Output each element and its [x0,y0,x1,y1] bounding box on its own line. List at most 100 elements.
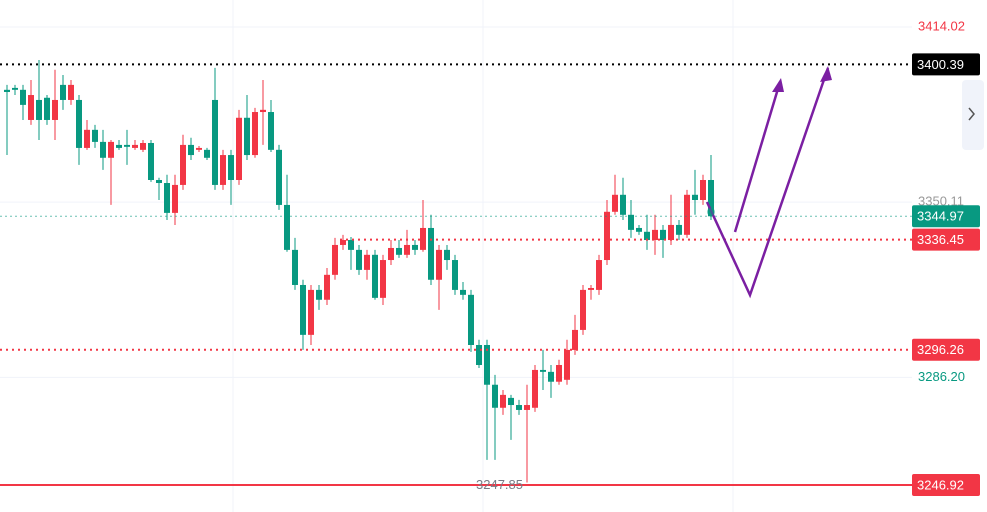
arrow-path [733,81,782,233]
candle-body [532,369,538,408]
candle-body [316,289,322,300]
y-tick-label: 3350.11 [918,194,964,209]
candle-body [308,289,314,335]
candle-body [500,394,506,408]
candle-body [284,204,290,250]
candle-body [36,99,42,120]
candle-body [468,294,474,345]
candle-body [356,249,362,270]
candle-body [108,141,114,158]
candle-body [428,227,434,280]
price-tag [912,474,980,497]
candle-body [588,287,594,290]
candle-body [580,289,586,330]
y-tick-label: 3286.20 [918,369,965,384]
candle-body [476,344,482,366]
candle-body [92,129,98,142]
candle-body [20,89,26,105]
y-tick-label: 3414.02 [918,18,965,33]
candle-body [516,405,522,410]
candle-body [684,194,690,235]
price-tag-label: 3344.97 [917,209,964,224]
candle-body [204,149,210,158]
candle-body [364,254,370,270]
candle-body [252,112,258,156]
candle-body [140,142,146,150]
price-tag-label: 3400.39 [917,57,964,72]
arrow-path [705,67,830,299]
candle-body [164,183,170,213]
candle-body [628,214,634,230]
candle-body [148,142,154,180]
chevron [968,107,975,121]
candle-body [708,179,714,217]
candle-body [540,369,546,372]
candle-body [700,179,706,201]
candle-body [604,211,610,261]
candle-body [84,129,90,148]
candle-body [484,344,490,385]
candle-body [548,371,554,382]
price-axis [912,0,987,512]
candle-body [116,144,122,148]
arrow-head [820,66,832,82]
candle-body [404,244,410,255]
candle-body [180,144,186,185]
candle-body [292,249,298,285]
candle-body [332,244,338,275]
candle-body [156,179,162,184]
plot: 3247.85 [0,26,912,492]
candle-body [644,231,650,241]
price-tag [912,228,980,251]
arrow-head [772,78,784,92]
candle-body [172,184,178,213]
candle-body [4,89,10,93]
candle-body [380,260,386,298]
candle-body [340,240,346,245]
candle-body [228,155,234,180]
candle-body [524,405,530,410]
price-dot [707,208,715,216]
candle-body [260,109,266,113]
low-label: 3247.85 [476,477,523,492]
candle-body [196,147,202,150]
candle-body [676,224,682,235]
candle-body [556,365,562,382]
candle-body [420,227,426,250]
candle-body [276,149,282,205]
candle-body [52,99,58,120]
price-tag-label: 3336.45 [917,232,964,247]
candle-body [372,254,378,298]
candle-body [68,84,74,100]
candle-body [324,274,330,300]
candle-body [188,144,194,156]
candle-body [220,155,226,185]
candle-body [212,99,218,185]
candle-body [452,260,458,290]
candle-body [652,229,658,241]
candle-body [444,249,450,261]
candle-body [668,224,674,241]
price-tag-label: 3246.92 [917,477,964,492]
candle-body [572,329,578,350]
price-tag-label: 3296.26 [917,342,964,357]
candle-body [636,227,642,232]
candle-body [236,117,242,180]
candle-body [412,244,418,250]
candle-body [508,397,514,406]
candle-body [396,247,402,255]
price-tag [912,53,980,76]
candle-body [692,194,698,201]
axis-labels: 3414.02 3350.11 3286.20 3400.39 3344.97 3336.… [912,18,980,497]
candle-body [660,229,666,241]
candle-body [564,349,570,380]
candle-body [460,289,466,295]
candle-body [436,249,442,280]
candle-body [244,117,250,156]
candle-body [492,384,498,408]
candle-body [612,194,618,212]
drawings [705,66,832,299]
candle-body [620,194,626,215]
